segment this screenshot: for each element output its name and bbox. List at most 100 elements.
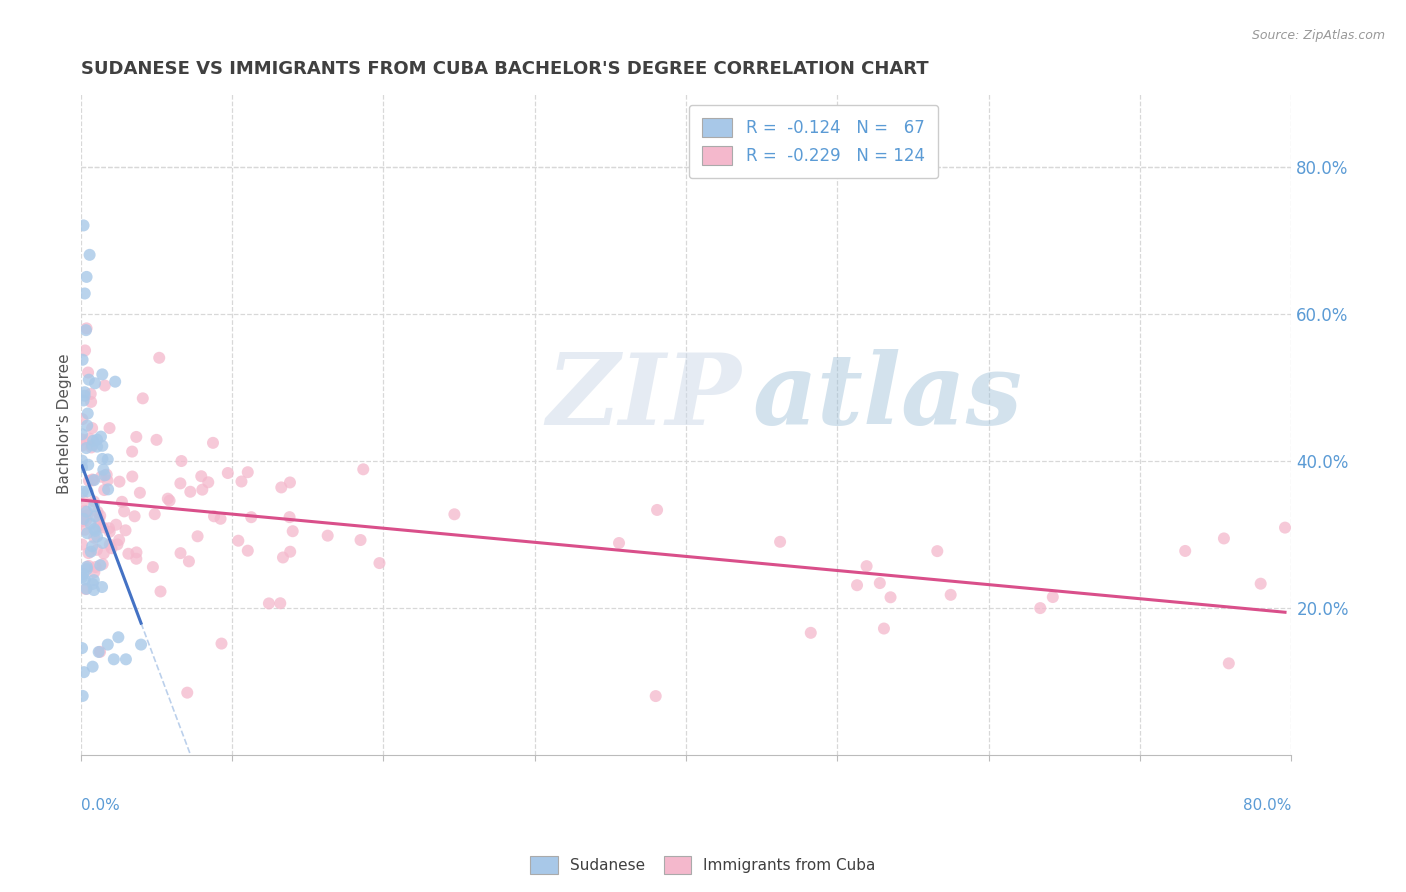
Point: [86, 542, 108, 557]
Point: [800, 625, 823, 640]
Point: [75, 582, 97, 596]
Point: [77, 458, 100, 472]
Point: [211, 636, 233, 650]
Point: [72, 393, 94, 408]
Point: [83, 582, 105, 597]
Y-axis label: Bachelor's Degree: Bachelor's Degree: [58, 353, 72, 494]
Point: [349, 533, 371, 547]
Point: [72, 433, 94, 447]
Legend: R =  -0.124   N =   67, R =  -0.229   N = 124: R = -0.124 N = 67, R = -0.229 N = 124: [689, 104, 938, 178]
Point: [98, 537, 121, 551]
Point: [83, 473, 105, 487]
Point: [236, 465, 259, 479]
Point: [77, 474, 100, 488]
Point: [201, 435, 224, 450]
Point: [270, 480, 292, 494]
Point: [91, 536, 114, 550]
Point: [129, 638, 152, 652]
Point: [72, 689, 94, 703]
Point: [112, 504, 135, 518]
Point: [90, 470, 112, 484]
Point: [125, 545, 148, 559]
Point: [73, 286, 96, 301]
Point: [77, 366, 100, 380]
Point: [79, 248, 101, 262]
Point: [86, 440, 108, 454]
Point: [190, 469, 212, 483]
Point: [111, 495, 134, 509]
Point: [70, 641, 93, 656]
Point: [93, 483, 115, 497]
Point: [176, 686, 198, 700]
Point: [271, 550, 294, 565]
Point: [73, 504, 96, 518]
Point: [87, 645, 110, 659]
Point: [1174, 544, 1197, 558]
Point: [70, 509, 93, 524]
Point: [281, 524, 304, 539]
Point: [132, 392, 155, 406]
Point: [607, 536, 630, 550]
Point: [927, 544, 949, 558]
Point: [228, 533, 250, 548]
Point: [1250, 576, 1272, 591]
Point: [1042, 590, 1064, 604]
Point: [644, 689, 666, 703]
Point: [73, 343, 96, 358]
Point: [108, 475, 131, 489]
Text: atlas: atlas: [752, 350, 1022, 446]
Point: [231, 475, 253, 489]
Point: [209, 512, 232, 526]
Point: [169, 546, 191, 560]
Point: [125, 551, 148, 566]
Point: [80, 387, 103, 401]
Point: [105, 517, 128, 532]
Point: [108, 533, 131, 547]
Point: [76, 484, 98, 499]
Point: [77, 546, 100, 560]
Point: [82, 473, 104, 487]
Point: [97, 483, 120, 497]
Point: [121, 444, 143, 458]
Point: [80, 395, 103, 409]
Point: [72, 484, 94, 499]
Point: [83, 565, 105, 579]
Point: [91, 557, 114, 571]
Point: [91, 520, 114, 534]
Point: [103, 652, 125, 666]
Point: [187, 529, 209, 543]
Point: [89, 508, 111, 523]
Point: [148, 351, 170, 365]
Point: [368, 556, 391, 570]
Point: [73, 385, 96, 400]
Point: [142, 560, 165, 574]
Point: [80, 441, 103, 455]
Point: [117, 547, 139, 561]
Point: [82, 473, 104, 487]
Point: [76, 321, 98, 335]
Point: [873, 622, 896, 636]
Point: [86, 505, 108, 519]
Point: [82, 438, 104, 452]
Point: [149, 584, 172, 599]
Point: [77, 373, 100, 387]
Point: [70, 570, 93, 584]
Point: [156, 491, 179, 506]
Point: [129, 485, 152, 500]
Text: Source: ZipAtlas.com: Source: ZipAtlas.com: [1251, 29, 1385, 42]
Point: [352, 462, 374, 476]
Point: [70, 460, 93, 475]
Point: [177, 554, 200, 568]
Point: [80, 545, 103, 559]
Point: [170, 454, 193, 468]
Point: [869, 576, 891, 591]
Point: [75, 513, 97, 527]
Point: [84, 509, 107, 524]
Point: [159, 493, 181, 508]
Point: [82, 577, 104, 591]
Point: [179, 484, 201, 499]
Point: [93, 546, 115, 560]
Point: [83, 522, 105, 536]
Point: [97, 638, 120, 652]
Point: [73, 573, 96, 587]
